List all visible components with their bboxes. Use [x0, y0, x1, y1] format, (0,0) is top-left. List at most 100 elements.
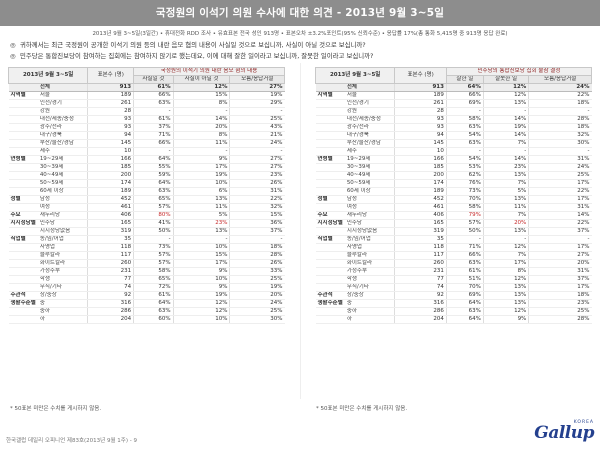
- row-label: 30~39세: [344, 163, 395, 172]
- row-label: 50~59세: [344, 179, 395, 188]
- percent-cell: -: [528, 147, 592, 156]
- percent-cell: -: [482, 147, 529, 156]
- row-label: 30~39세: [37, 163, 88, 172]
- percent-cell: 27%: [528, 251, 592, 260]
- sample-count: 204: [87, 315, 134, 324]
- group-label: [8, 163, 38, 172]
- group-label: 주관적: [8, 291, 38, 300]
- divider: [300, 63, 301, 399]
- sample-count: 165: [394, 219, 447, 228]
- sample-count: 10: [87, 147, 134, 156]
- group-label: [315, 83, 345, 92]
- percent-cell: 24%: [229, 299, 285, 308]
- sample-count: 406: [87, 211, 134, 220]
- sample-count: 117: [394, 251, 447, 260]
- row-label: 무직/기타: [37, 283, 88, 292]
- percent-cell: 31%: [229, 187, 285, 196]
- percent-cell: 80%: [133, 211, 174, 220]
- row-label: 60세 이상: [37, 187, 88, 196]
- table-row: 블루칼라 117 66% 7% 27%: [315, 251, 592, 260]
- group-label: [315, 251, 345, 260]
- percent-cell: 19%: [172, 171, 230, 180]
- percent-cell: 14%: [482, 131, 529, 140]
- group-label: [8, 123, 38, 132]
- percent-cell: 25%: [528, 307, 592, 316]
- logo-country: KOREA: [573, 420, 594, 425]
- group-label: [315, 123, 345, 132]
- group-label: [8, 99, 38, 108]
- group-label: 주관적: [315, 291, 345, 300]
- row-label: 민주당: [344, 219, 395, 228]
- percent-cell: 14%: [482, 155, 529, 164]
- percent-cell: 60%: [133, 315, 174, 324]
- percent-cell: -: [482, 235, 529, 244]
- percent-cell: 57%: [133, 251, 174, 260]
- percent-cell: -: [172, 107, 230, 116]
- table-row: 부산/울산/경남 145 66% 11% 24%: [8, 139, 285, 148]
- table-row: 중하 286 63% 12% 25%: [8, 307, 285, 316]
- table-row: 무직/기타 74 72% 9% 19%: [8, 283, 285, 292]
- table-row: 가정주부 231 61% 8% 31%: [315, 267, 592, 276]
- percent-cell: 13%: [482, 227, 529, 236]
- percent-cell: 15%: [172, 91, 230, 100]
- sample-count: 189: [87, 187, 134, 196]
- row-label: 민주당: [37, 219, 88, 228]
- table-row: 지지정당별 민주당 165 41% 23% 36%: [8, 219, 285, 228]
- total-row: 전체 913 64% 12% 24%: [315, 83, 592, 92]
- group-label: [315, 139, 345, 148]
- percent-cell: 73%: [133, 243, 174, 252]
- sample-count: 28: [87, 107, 134, 116]
- percent-cell: 57%: [133, 259, 174, 268]
- percent-cell: 61%: [133, 115, 174, 124]
- table-row: 40~49세 200 62% 13% 25%: [315, 171, 592, 180]
- group-label: [315, 275, 345, 284]
- count-header: 표본수 (명): [394, 67, 447, 84]
- table-row: 주요 새누리당 406 80% 5% 15%: [8, 211, 285, 220]
- row-label: 학생: [37, 275, 88, 284]
- table-panel-right: 2013년 9월 3~5일 표본수 (명) 민주당의 통합진보당 집회 불참 결…: [311, 63, 596, 399]
- footnote: * 50표본 미만은 수치를 게시하지 않음.: [10, 406, 102, 412]
- group-label: [8, 307, 38, 316]
- row-label: 50~59세: [37, 179, 88, 188]
- percent-cell: 8%: [172, 99, 230, 108]
- group-label: [315, 179, 345, 188]
- group-label: [8, 203, 38, 212]
- sample-count: 231: [394, 267, 447, 276]
- percent-cell: 11%: [482, 203, 529, 212]
- group-label: [315, 259, 345, 268]
- group-label: [315, 131, 345, 140]
- sample-count: 185: [87, 163, 134, 172]
- percent-cell: 17%: [528, 179, 592, 188]
- percent-cell: 22%: [229, 195, 285, 204]
- table-row: 자영업 118 71% 12% 17%: [315, 243, 592, 252]
- group-label: [315, 147, 345, 156]
- percent-cell: 10%: [172, 315, 230, 324]
- table-row: 중하 286 63% 12% 25%: [315, 307, 592, 316]
- percent-cell: 63%: [445, 139, 484, 148]
- table-row: 여성 461 57% 11% 32%: [8, 203, 285, 212]
- percent-cell: -: [445, 147, 484, 156]
- group-label: 연령별: [315, 155, 345, 164]
- percent-cell: 79%: [445, 211, 484, 220]
- percent-cell: 9%: [172, 283, 230, 292]
- group-label: [315, 267, 345, 276]
- table-row: 생활수준별 중 316 64% 13% 23%: [315, 299, 592, 308]
- sample-count: 77: [87, 275, 134, 284]
- group-label: [8, 283, 38, 292]
- option-header: 사실이 아닐 것: [172, 75, 231, 84]
- percent-cell: 18%: [528, 123, 592, 132]
- gallup-logo: KOREA Gallup: [524, 420, 594, 446]
- percent-cell: 61%: [133, 83, 174, 92]
- percent-cell: 32%: [528, 131, 592, 140]
- percent-cell: 65%: [133, 275, 174, 284]
- sample-count: 94: [394, 131, 447, 140]
- percent-cell: 19%: [172, 291, 230, 300]
- percent-cell: -: [445, 235, 484, 244]
- percent-cell: 58%: [445, 203, 484, 212]
- option-header: 모름/응답거절: [528, 75, 592, 84]
- table-row: 대전/세종/충청 93 61% 14% 25%: [8, 115, 285, 124]
- percent-cell: 13%: [482, 283, 529, 292]
- row-label: 하: [37, 315, 88, 324]
- table-row: 대전/세종/충청 93 58% 14% 28%: [315, 115, 592, 124]
- group-label: 성별: [315, 195, 345, 204]
